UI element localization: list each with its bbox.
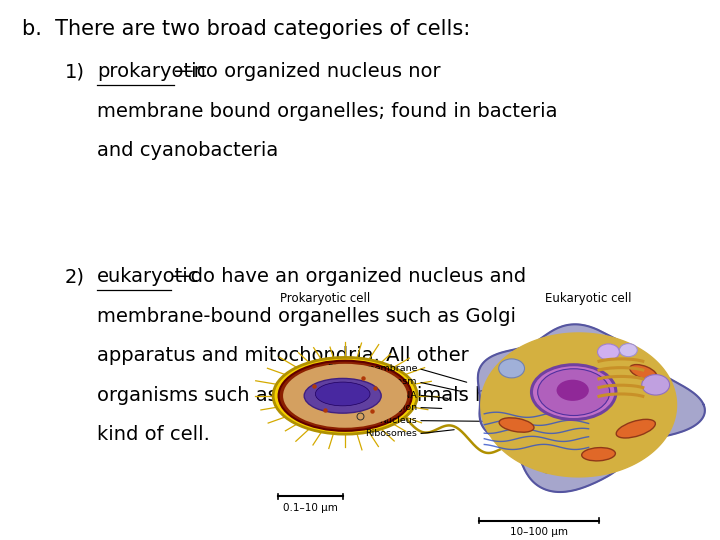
Ellipse shape <box>616 420 655 438</box>
Text: 2): 2) <box>65 267 85 286</box>
Ellipse shape <box>315 382 370 406</box>
Ellipse shape <box>582 448 616 461</box>
Ellipse shape <box>499 418 534 432</box>
Ellipse shape <box>531 364 616 420</box>
Ellipse shape <box>557 380 589 401</box>
Text: and cyanobacteria: and cyanobacteria <box>97 141 279 160</box>
Text: —do have an organized nucleus and: —do have an organized nucleus and <box>171 267 526 286</box>
Polygon shape <box>481 333 677 477</box>
Ellipse shape <box>304 379 381 413</box>
Text: Ribosomes: Ribosomes <box>365 429 417 438</box>
Text: membrane bound organelles; found in bacteria: membrane bound organelles; found in bact… <box>97 102 558 120</box>
Text: Eukaryotic cell: Eukaryotic cell <box>545 292 632 305</box>
Text: Plasma membrane: Plasma membrane <box>328 364 417 373</box>
Text: apparatus and mitochondria. All other: apparatus and mitochondria. All other <box>97 346 469 365</box>
Text: 10–100 μm: 10–100 μm <box>510 527 568 537</box>
Circle shape <box>499 359 524 378</box>
Text: prokaryotic: prokaryotic <box>97 62 207 81</box>
Text: kind of cell.: kind of cell. <box>97 425 210 444</box>
Text: Cytoplasm: Cytoplasm <box>366 377 417 387</box>
Ellipse shape <box>630 364 657 380</box>
Text: —no organized nucleus nor: —no organized nucleus nor <box>174 62 441 81</box>
Text: Nucleoid region: Nucleoid region <box>343 403 417 412</box>
Text: eukaryotic: eukaryotic <box>97 267 199 286</box>
Ellipse shape <box>538 369 610 415</box>
Circle shape <box>619 343 637 357</box>
Text: 1): 1) <box>65 62 85 81</box>
Ellipse shape <box>279 361 412 431</box>
Text: organisms such as plants and animals have this: organisms such as plants and animals hav… <box>97 386 564 404</box>
Text: DNA: DNA <box>397 390 417 400</box>
Text: Prokaryotic cell: Prokaryotic cell <box>280 292 370 305</box>
Text: 0.1–10 μm: 0.1–10 μm <box>283 503 338 513</box>
Text: Nucleus: Nucleus <box>379 416 417 425</box>
Polygon shape <box>478 325 705 492</box>
Text: membrane-bound organelles such as Golgi: membrane-bound organelles such as Golgi <box>97 307 516 326</box>
Circle shape <box>642 375 670 395</box>
Text: b.  There are two broad categories of cells:: b. There are two broad categories of cel… <box>22 19 470 39</box>
Circle shape <box>598 344 619 360</box>
Ellipse shape <box>273 357 417 434</box>
Ellipse shape <box>283 364 408 428</box>
